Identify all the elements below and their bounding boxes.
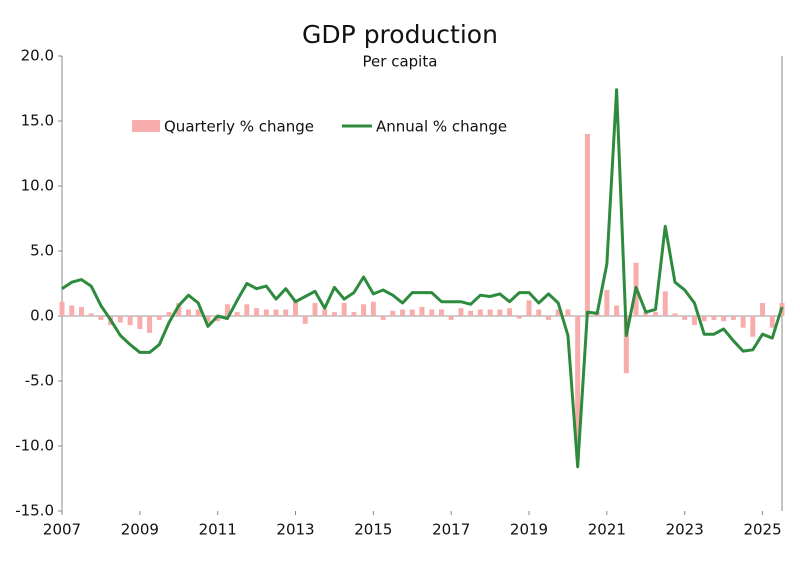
bar [263,309,269,316]
bar [166,312,172,316]
bar [682,316,688,320]
bar [244,304,250,316]
bar [185,309,191,316]
bar [98,316,104,320]
bar [487,309,493,316]
bar [127,316,133,326]
legend-swatch [132,120,160,132]
x-tick-label: 2011 [199,521,237,539]
bar [283,309,289,316]
bar [477,309,483,316]
bar [614,305,620,316]
bar [497,309,503,316]
y-tick-label: 20.0 [21,47,54,65]
bar [361,304,367,316]
bar [507,308,513,316]
x-tick-label: 2017 [432,521,470,539]
bar [88,313,94,316]
bar [147,316,153,333]
bar [137,316,143,329]
bar [565,309,571,316]
bar [468,310,474,316]
bar [380,316,386,320]
bar [721,316,727,322]
bar [176,303,182,316]
bar [205,316,211,323]
bar [653,312,659,316]
line [61,88,784,469]
bar [691,316,697,326]
bar [156,316,162,320]
bar [604,290,610,316]
bar [302,316,308,324]
bar [584,134,590,316]
bar [536,309,542,316]
x-tick-label: 2023 [666,521,704,539]
bar [351,312,357,316]
y-tick-label: -15.0 [15,502,54,520]
bar [438,309,444,316]
bar [662,291,668,316]
bar [400,309,406,316]
bar [419,306,425,316]
y-tick-label: -10.0 [15,437,54,455]
bar [448,316,454,320]
bar [623,316,629,374]
x-tick-label: 2019 [510,521,548,539]
bar [331,312,337,316]
bar [273,309,279,316]
x-tick-label: 2025 [743,521,781,539]
bar [643,312,649,316]
bar [117,316,123,323]
bar [390,310,396,316]
y-tick-label: -5.0 [25,372,54,390]
bar [293,299,299,316]
bar [555,309,561,316]
bar [312,303,318,316]
x-tick-label: 2021 [588,521,626,539]
bar [69,305,75,316]
bar [516,316,522,319]
bar [701,316,707,322]
x-tick-label: 2007 [43,521,81,539]
x-tick-label: 2015 [354,521,392,539]
bar [370,301,376,316]
bar [730,316,736,320]
bar [760,303,766,316]
bar [750,316,756,337]
bar [215,316,221,322]
bar [740,316,746,328]
x-tick-label: 2009 [121,521,159,539]
y-tick-label: 0.0 [30,307,54,325]
bar [711,316,717,320]
bar [409,309,415,316]
bar [234,312,240,316]
bar [458,308,464,316]
bar [195,309,201,316]
bar [322,309,328,316]
y-tick-label: 10.0 [21,177,54,195]
bar [575,316,581,443]
chart-subtitle: Per capita [363,53,438,71]
bar [224,304,230,316]
bar [59,301,65,316]
bar [341,303,347,316]
legend-label: Annual % change [376,118,507,136]
bar [672,313,678,316]
bar [545,316,551,320]
y-tick-label: 15.0 [21,112,54,130]
bar [769,316,775,328]
bar [526,300,532,316]
bar [78,306,84,316]
bar [254,308,260,316]
y-tick-label: 5.0 [30,242,54,260]
legend-label: Quarterly % change [164,118,314,136]
x-tick-label: 2013 [276,521,314,539]
bar [429,309,435,316]
chart-title: GDP production [302,20,498,49]
